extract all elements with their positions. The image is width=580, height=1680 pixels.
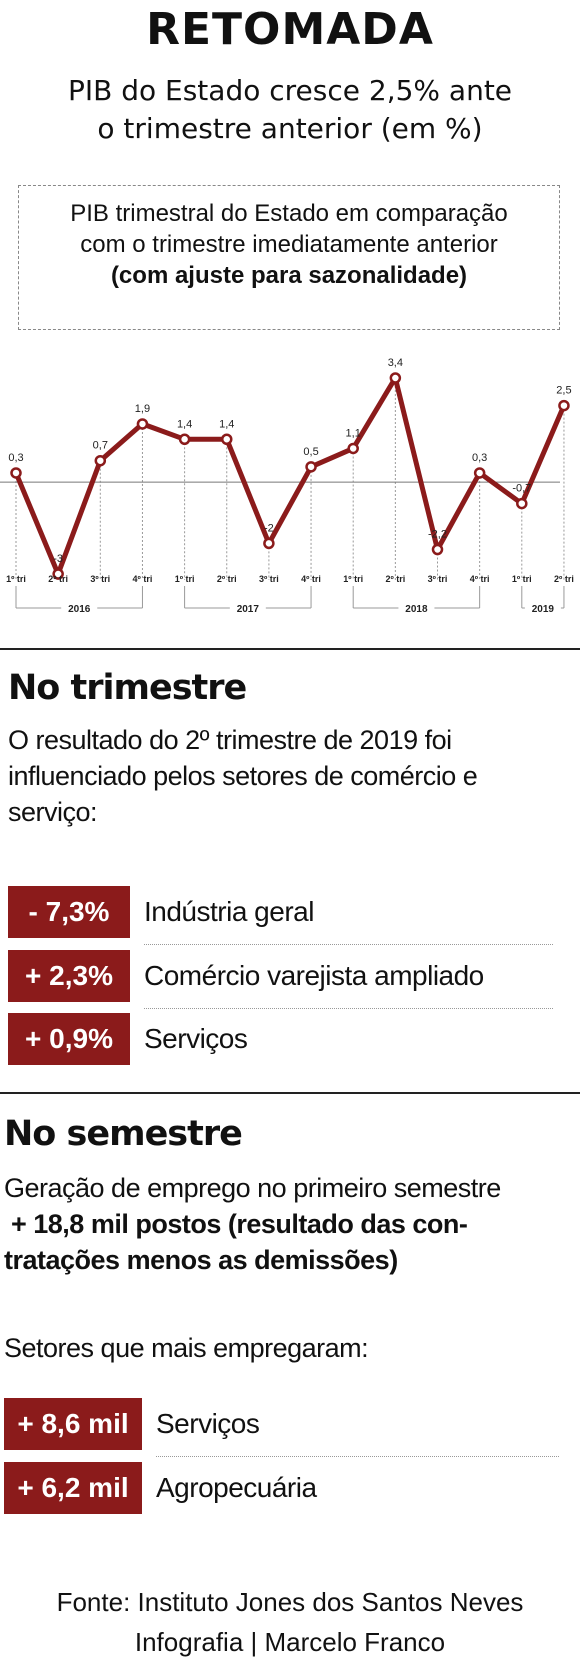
data-label: -0,7 xyxy=(512,483,531,495)
dotted-separator xyxy=(144,944,553,945)
trimestre-text: O resultado do 2º trimestre de 2019 foi … xyxy=(8,722,573,830)
year-label: 2018 xyxy=(405,604,428,615)
subtitle-line-1: PIB do Estado cresce 2,5% ante xyxy=(67,74,513,107)
x-tick-label: 4º tri xyxy=(133,574,153,584)
x-tick-label: 3º tri xyxy=(259,574,279,584)
data-label: 0,7 xyxy=(93,440,108,452)
data-label: -3 xyxy=(53,553,63,565)
credit-text: Infografia | Marcelo Franco xyxy=(134,1627,446,1657)
description-line-3: (com ajuste para sazonalidade) xyxy=(110,262,468,289)
data-point xyxy=(263,537,275,550)
year-label: 2017 xyxy=(237,604,260,615)
sector-label: Comércio varejista ampliado xyxy=(144,960,484,991)
description-line-1: PIB trimestral do Estado em comparação xyxy=(70,200,508,227)
year-label: 2016 xyxy=(68,604,91,615)
employment-value-badge: + 8,6 mil xyxy=(4,1398,142,1450)
trimestre-text-line-3: serviço: xyxy=(8,797,98,827)
x-tick-label: 1º tri xyxy=(512,574,532,584)
x-tick-label: 2º tri xyxy=(554,574,574,584)
semestre-text: Geração de emprego no primeiro semestre … xyxy=(4,1170,569,1278)
x-tick-label: 2º tri xyxy=(48,574,68,584)
data-point xyxy=(473,467,486,479)
x-tick-label: 1º tri xyxy=(343,574,363,584)
sector-value-badge: + 2,3% xyxy=(8,950,130,1002)
x-tick-label: 3º tri xyxy=(90,574,110,584)
trimestre-title: No trimestre xyxy=(8,668,247,708)
x-tick-label: 2º tri xyxy=(385,574,405,584)
data-label: 1,4 xyxy=(177,418,192,430)
gdp-line-chart: 0,3 -3 0,7 1,9 1,4 1,4 -2 0,5 1,1 3,4 -2,2 0,3 -0,7 2… xyxy=(0,357,574,615)
data-label: -2,2 xyxy=(428,529,447,541)
sector-row-industria: - 7,3% Indústria geral xyxy=(8,886,553,945)
employment-label: Agropecuária xyxy=(156,1472,317,1503)
employment-label: Serviços xyxy=(156,1408,260,1439)
data-label: 2,5 xyxy=(556,385,571,397)
x-tick-label: 1º tri xyxy=(175,574,195,584)
data-point xyxy=(221,433,233,445)
sector-label: Indústria geral xyxy=(144,896,314,927)
semestre-text-line-2: + 18,8 mil postos (resultado das con- xyxy=(4,1209,468,1239)
infographic-subtitle: PIB do Estado cresce 2,5% ante o trimest… xyxy=(20,72,560,148)
semestre-subtitle: Setores que mais empregaram: xyxy=(4,1333,369,1363)
description-line-2: com o trimestre imediatamente anterior xyxy=(80,231,498,258)
x-tick-label: 2º tri xyxy=(217,574,237,584)
employment-row-agropecuaria: + 6,2 mil Agropecuária xyxy=(4,1462,559,1514)
data-label: 1,9 xyxy=(135,403,150,415)
data-point xyxy=(347,442,359,455)
data-label: 0,3 xyxy=(8,452,23,464)
x-tick-label: 4º tri xyxy=(470,574,490,584)
data-point xyxy=(178,433,191,445)
semestre-title: No semestre xyxy=(4,1114,243,1154)
data-point xyxy=(94,454,107,467)
data-point xyxy=(389,372,402,384)
infographic-title: RETOMADA xyxy=(146,4,434,55)
semestre-text-line-1: Geração de emprego no primeiro semestre xyxy=(4,1173,501,1203)
chart-description-box: PIB trimestral do Estado em comparação c… xyxy=(18,185,560,330)
section-divider xyxy=(0,648,580,650)
year-label: 2019 xyxy=(532,604,555,615)
x-tick-label: 1º tri xyxy=(6,574,26,584)
data-point xyxy=(305,461,317,473)
source-text: Fonte: Instituto Jones dos Santos Neves xyxy=(56,1587,524,1617)
x-tick-label: 3º tri xyxy=(428,574,448,584)
employment-row-servicos: + 8,6 mil Serviços xyxy=(4,1398,559,1457)
subtitle-line-2: o trimestre anterior (em %) xyxy=(97,112,483,145)
dotted-separator xyxy=(144,1008,553,1009)
data-label: 0,3 xyxy=(472,452,487,464)
semestre-text-line-3: tratações menos as demissões) xyxy=(4,1245,398,1275)
data-label: 1,4 xyxy=(219,418,234,430)
x-tick-label: 4º tri xyxy=(301,574,321,584)
sector-value-badge: - 7,3% xyxy=(8,886,130,938)
trimestre-text-line-2: influenciado pelos setores de comércio e xyxy=(8,761,478,791)
data-point xyxy=(136,418,149,430)
data-point xyxy=(10,467,22,479)
sector-label: Serviços xyxy=(144,1023,248,1054)
trimestre-text-line-1: O resultado do 2º trimestre de 2019 foi xyxy=(8,725,452,755)
section-divider xyxy=(0,1092,580,1094)
data-label: 3,4 xyxy=(388,357,403,369)
data-label: -2 xyxy=(264,522,274,534)
data-label: 1,1 xyxy=(346,427,361,439)
sector-row-servicos: + 0,9% Serviços xyxy=(8,1013,553,1065)
data-point xyxy=(52,568,64,580)
dotted-separator xyxy=(156,1456,559,1457)
data-point xyxy=(431,543,444,556)
data-label: 0,5 xyxy=(303,446,318,458)
data-point xyxy=(558,399,570,412)
series-line xyxy=(13,375,567,577)
sector-value-badge: + 0,9% xyxy=(8,1013,130,1065)
sector-row-comercio: + 2,3% Comércio varejista ampliado xyxy=(8,950,553,1009)
employment-value-badge: + 6,2 mil xyxy=(4,1462,142,1514)
data-point xyxy=(516,497,528,510)
